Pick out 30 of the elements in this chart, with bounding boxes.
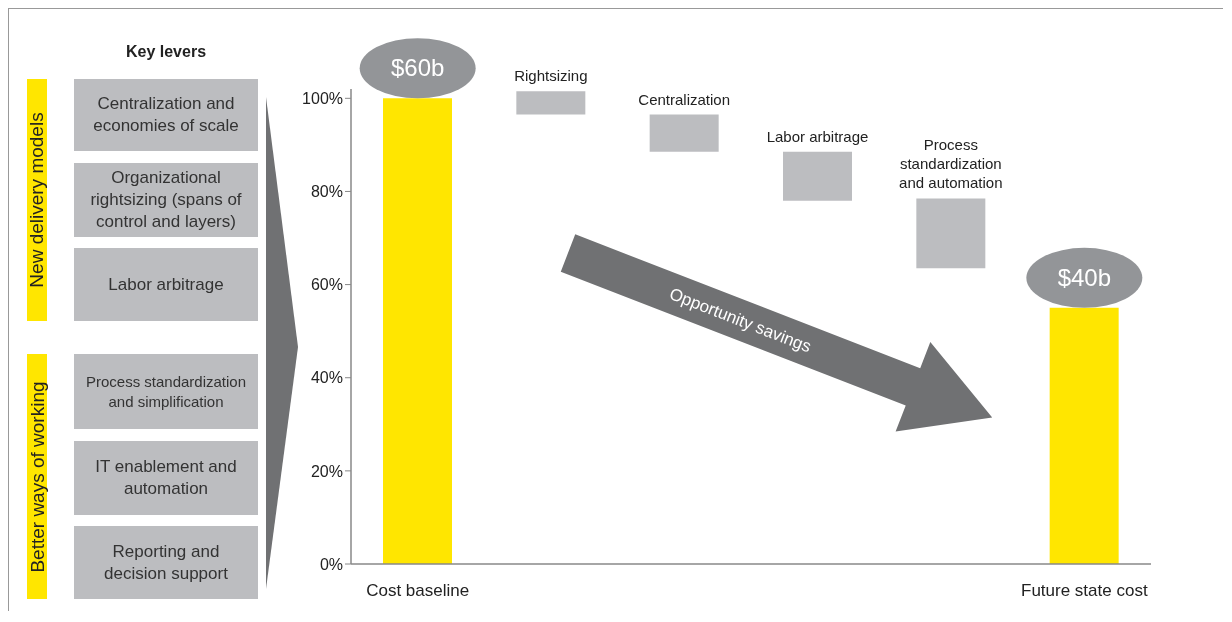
text: Better ways of working (25, 354, 49, 599)
y-tick-label: 0% (319, 555, 343, 573)
text: IT enablement and automation (74, 441, 258, 515)
y-tick-label: 100% (302, 89, 343, 107)
ellipse-badge: $40b (1026, 247, 1143, 308)
ellipse-badge: $60b (359, 38, 476, 99)
text: New delivery models (25, 79, 49, 321)
text: Centralization and economies of scale (74, 79, 258, 151)
bar (649, 114, 719, 152)
x-tick-label: Cost baseline (366, 581, 470, 600)
y-tick-label: 20% (310, 462, 343, 480)
x-tick-label: Centralization (638, 90, 731, 108)
text: Reporting and decision support (74, 526, 258, 599)
annotation: $60b (390, 54, 445, 82)
x-tick-label: Future state cost (1021, 581, 1148, 600)
bar (383, 98, 452, 564)
x-tick-label: Rightsizing (514, 67, 588, 85)
text: Labor arbitrage (74, 248, 258, 321)
y-tick-label: 60% (310, 276, 343, 294)
bar (516, 91, 586, 115)
y-tick-label: 40% (310, 369, 343, 387)
x-tick-label: Process standardization and automation (899, 136, 1003, 192)
bar (1049, 307, 1119, 564)
annotation: $40b (1057, 263, 1112, 291)
text: Process standardization and simplification (74, 354, 258, 429)
bar (783, 151, 852, 201)
y-tick-label: 80% (310, 183, 343, 201)
text: Organizational rightsizing (spans of control and layers) (74, 163, 258, 237)
text: Key levers (124, 43, 208, 61)
bar (916, 198, 986, 269)
